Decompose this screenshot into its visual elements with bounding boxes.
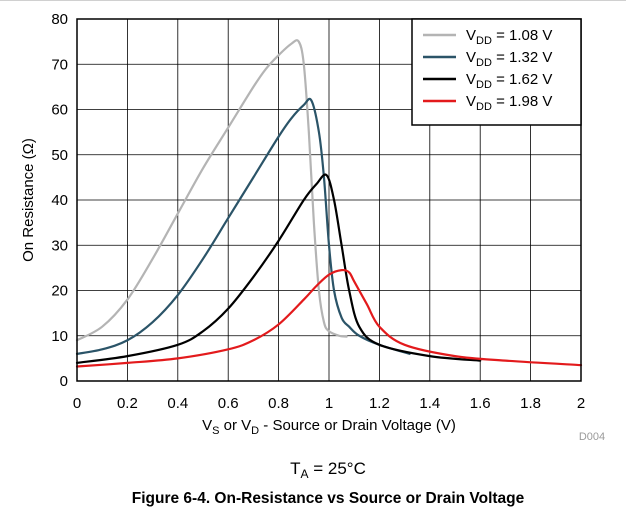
y-tick-label: 0 (60, 373, 68, 390)
x-tick-label: 0.4 (167, 395, 188, 412)
y-tick-labels: 0 10 20 30 40 50 60 70 80 (51, 11, 68, 390)
legend-label-1: VDD = 1.08 V (466, 27, 552, 47)
y-tick-label: 50 (51, 147, 68, 164)
figure-caption: Figure 6-4. On-Resistance vs Source or D… (132, 490, 525, 507)
x-tick-label: 1.2 (369, 395, 390, 412)
x-axis-title: VS or VD - Source or Drain Voltage (V) (202, 417, 456, 437)
y-tick-label: 20 (51, 283, 68, 300)
x-tick-label: 0.6 (218, 395, 239, 412)
series-line-2 (75, 97, 411, 355)
series-line-3 (75, 173, 482, 364)
figure-code: D004 (579, 431, 605, 443)
x-tick-label: 1.8 (520, 395, 541, 412)
series-lines (75, 39, 583, 368)
y-tick-label: 30 (51, 237, 68, 254)
y-tick-label: 70 (51, 56, 68, 73)
temperature-condition: TA = 25°C (290, 459, 366, 481)
series-line-4 (75, 268, 583, 368)
y-tick-label: 80 (51, 11, 68, 28)
plot-frame (76, 18, 582, 382)
top-rule (0, 0, 626, 1)
legend-label-2: VDD = 1.32 V (466, 49, 552, 69)
x-tick-label: 2 (577, 395, 585, 412)
y-tick-label: 40 (51, 192, 68, 209)
x-tick-label: 1.4 (419, 395, 440, 412)
x-tick-label: 0.2 (117, 395, 138, 412)
x-tick-label: 0 (73, 395, 81, 412)
y-tick-label: 10 (51, 328, 68, 345)
legend-box (411, 18, 582, 126)
x-tick-labels: 0 0.2 0.4 0.6 0.8 1 1.2 1.4 1.6 1.8 2 (73, 395, 585, 412)
x-tick-label: 1.6 (470, 395, 491, 412)
y-tick-label: 60 (51, 102, 68, 119)
legend-label-3: VDD = 1.62 V (466, 71, 552, 91)
x-tick-label: 0.8 (268, 395, 289, 412)
series-line-1 (75, 39, 348, 342)
y-axis-title: On Resistance (Ω) (20, 138, 37, 262)
x-tick-label: 1 (325, 395, 333, 412)
legend-label-4: VDD = 1.98 V (466, 93, 552, 113)
